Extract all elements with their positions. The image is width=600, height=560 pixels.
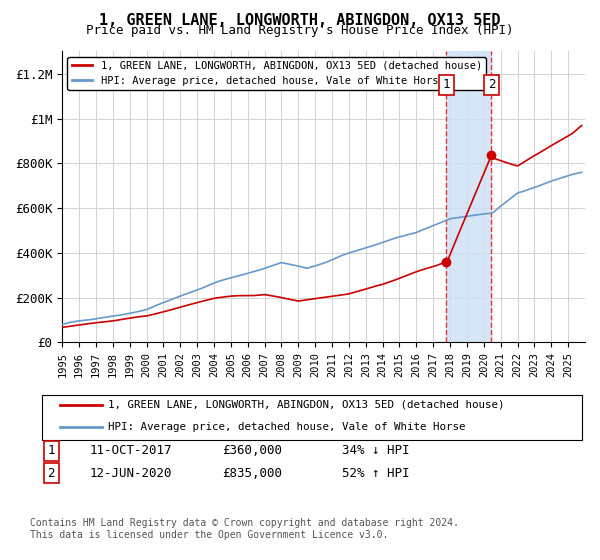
Text: 12-JUN-2020: 12-JUN-2020: [90, 466, 173, 480]
Text: 2: 2: [488, 78, 495, 91]
Text: Contains HM Land Registry data © Crown copyright and database right 2024.
This d: Contains HM Land Registry data © Crown c…: [30, 519, 459, 540]
Text: £835,000: £835,000: [222, 466, 282, 480]
Text: 1, GREEN LANE, LONGWORTH, ABINGDON, OX13 5ED (detached house): 1, GREEN LANE, LONGWORTH, ABINGDON, OX13…: [108, 400, 505, 410]
Text: 11-OCT-2017: 11-OCT-2017: [90, 444, 173, 458]
Text: £360,000: £360,000: [222, 444, 282, 458]
Text: Price paid vs. HM Land Registry's House Price Index (HPI): Price paid vs. HM Land Registry's House …: [86, 24, 514, 37]
Text: 1: 1: [47, 444, 55, 458]
Text: 52% ↑ HPI: 52% ↑ HPI: [342, 466, 410, 480]
Bar: [446, 52, 491, 342]
Text: HPI: Average price, detached house, Vale of White Horse: HPI: Average price, detached house, Vale…: [108, 422, 466, 432]
Legend: 1, GREEN LANE, LONGWORTH, ABINGDON, OX13 5ED (detached house), HPI: Average pric: 1, GREEN LANE, LONGWORTH, ABINGDON, OX13…: [67, 57, 486, 90]
Text: 2: 2: [47, 466, 55, 480]
Text: 1, GREEN LANE, LONGWORTH, ABINGDON, OX13 5ED: 1, GREEN LANE, LONGWORTH, ABINGDON, OX13…: [99, 13, 501, 28]
Text: 1: 1: [443, 78, 450, 91]
Text: 34% ↓ HPI: 34% ↓ HPI: [342, 444, 410, 458]
